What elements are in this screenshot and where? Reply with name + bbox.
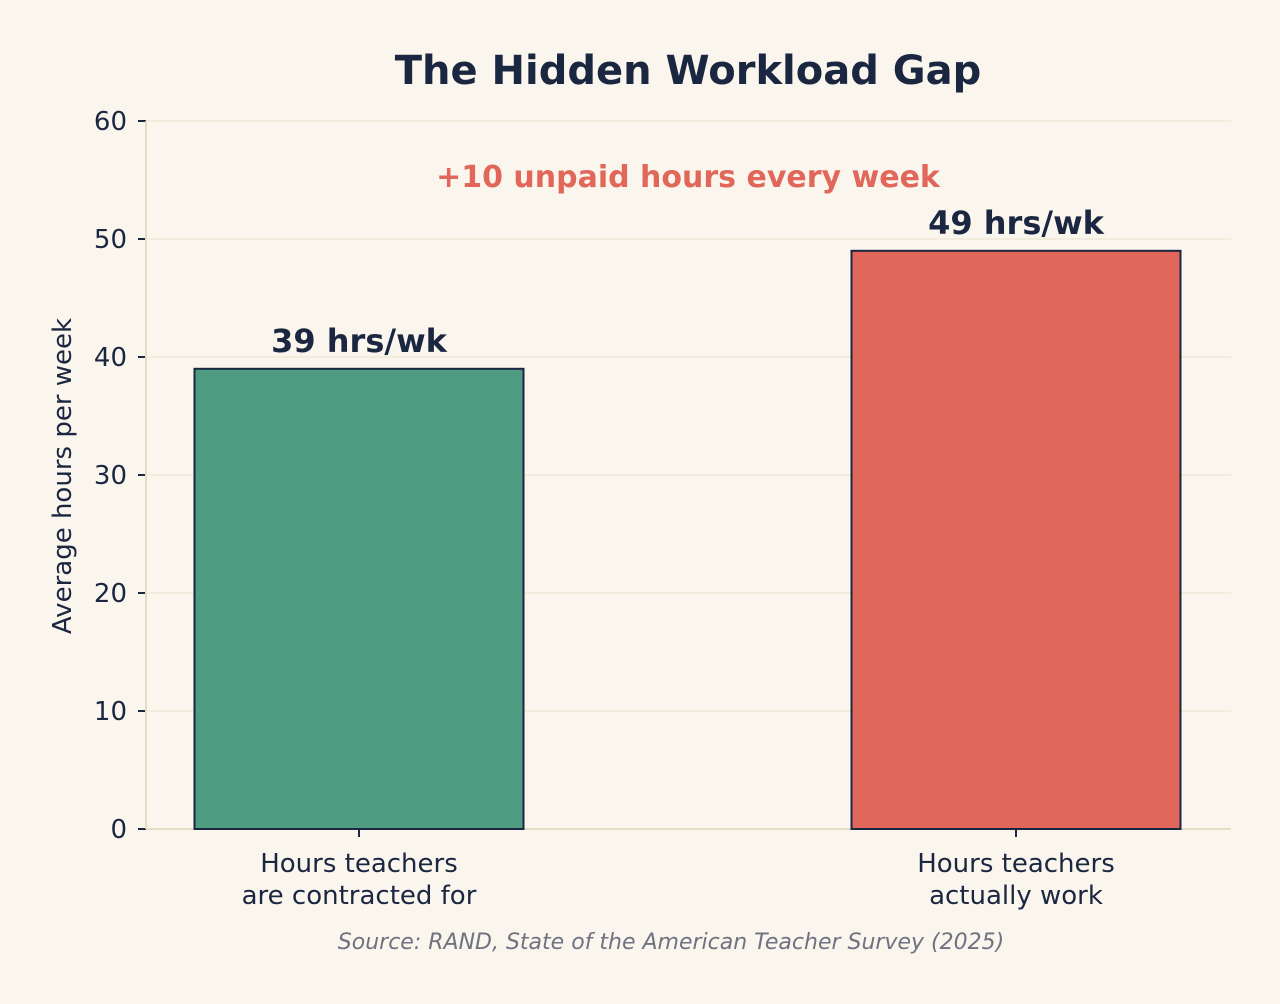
- y-tick-label: 40: [94, 343, 127, 373]
- x-tick-label: actually work: [929, 881, 1103, 911]
- bars: [193, 249, 1182, 831]
- y-tick-label: 60: [94, 107, 127, 137]
- bar-value-label: 49 hrs/wk: [928, 204, 1105, 242]
- y-tick-label: 10: [94, 697, 127, 727]
- y-tick-label: 0: [110, 815, 127, 845]
- source-note: Source: RAND, State of the American Teac…: [338, 930, 1004, 955]
- y-axis-label: Average hours per week: [48, 318, 78, 634]
- y-tick-labels: 0 10 20 30 40 50 60: [94, 107, 127, 845]
- y-tick-label: 20: [94, 579, 127, 609]
- data-labels: 39 hrs/wk 49 hrs/wk: [271, 204, 1105, 360]
- x-tick-label: Hours teachers: [260, 849, 458, 879]
- y-tick-label: 30: [94, 461, 127, 491]
- y-tick-label: 50: [94, 225, 127, 255]
- chart-title: The Hidden Workload Gap: [395, 48, 982, 94]
- x-tick-label: Hours teachers: [917, 849, 1115, 879]
- bar: [850, 249, 1182, 831]
- gap-annotation: +10 unpaid hours every week: [436, 160, 941, 195]
- bar-value-label: 39 hrs/wk: [271, 322, 448, 360]
- x-tick-label: are contracted for: [242, 881, 477, 911]
- bar: [193, 367, 525, 830]
